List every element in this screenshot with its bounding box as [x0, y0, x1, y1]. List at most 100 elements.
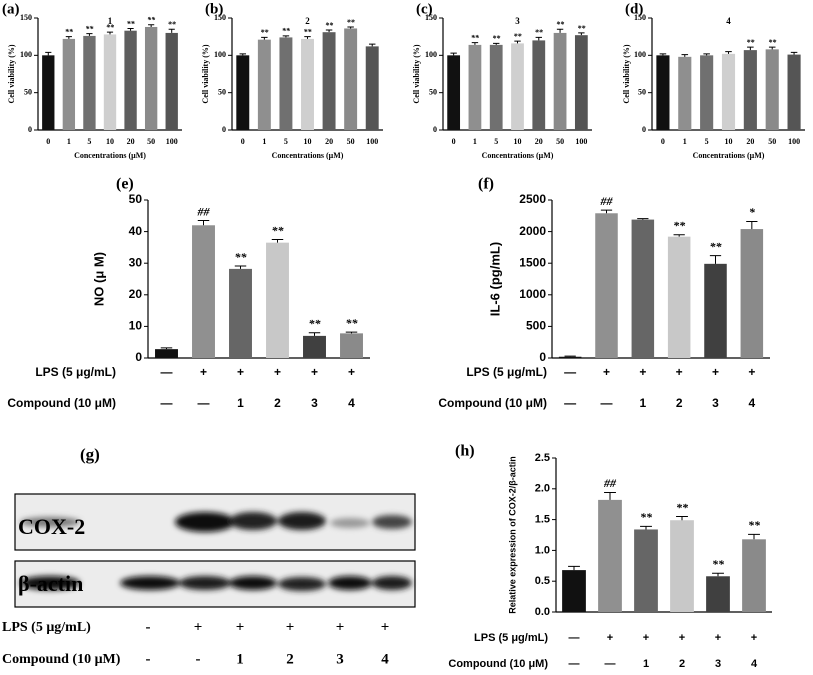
y-tick-label: 1.0: [535, 544, 550, 556]
x-row-value: +: [639, 365, 646, 379]
y-tick-label: 0.5: [535, 575, 550, 587]
annotation: **: [535, 28, 544, 37]
panel-label: (d): [625, 1, 643, 17]
error-bar: [450, 52, 457, 56]
error-bar: [345, 331, 358, 334]
bar: [42, 55, 55, 131]
y-axis-label: IL-6 (pg/mL): [487, 242, 502, 316]
bar: [634, 529, 658, 612]
x-row-value: +: [237, 365, 244, 379]
y-tick-label: 0: [28, 125, 32, 134]
x-tick-label: 100: [788, 137, 800, 146]
x-row-value: +: [274, 365, 281, 379]
error-bar: [703, 53, 710, 56]
x-row-value: —: [569, 632, 580, 644]
panel-label: (e): [116, 176, 134, 193]
y-tick-label: 150: [634, 13, 646, 22]
y-tick-label: 0: [433, 125, 437, 134]
panel-label: (a): [2, 1, 20, 17]
y-tick-label: 150: [214, 13, 226, 22]
x-row-label: Compound (10 μM): [438, 396, 547, 410]
bar: [344, 28, 358, 131]
x-row-value: 1: [237, 396, 244, 410]
bar: [787, 54, 801, 130]
panel-label: (c): [416, 1, 433, 17]
y-tick-label: 2500: [519, 192, 546, 206]
panel-label: (b): [205, 1, 223, 17]
error-bar: [712, 572, 724, 577]
y-tick-label: 500: [526, 319, 546, 333]
y-tick-label: 1000: [519, 287, 546, 301]
annotation: **: [712, 557, 725, 571]
bar: [365, 46, 379, 130]
y-tick-label: 150: [20, 13, 32, 22]
y-tick-label: 50: [24, 87, 32, 96]
y-tick-label: 0.0: [535, 606, 550, 618]
panel-label: (h): [455, 443, 475, 460]
annotation: **: [514, 32, 523, 41]
annotation: **: [85, 25, 94, 34]
annotation: **: [471, 33, 480, 42]
y-tick-label: 1.5: [535, 514, 550, 526]
error-bar: [325, 29, 333, 33]
bar: [447, 55, 461, 131]
bar: [740, 229, 764, 358]
x-row-value: 3: [311, 396, 318, 410]
x-tick-label: 1: [473, 137, 477, 146]
x-tick-label: 50: [768, 137, 776, 146]
actin-bands: [20, 576, 412, 591]
x-tick-label: 20: [746, 137, 754, 146]
error-bar: [368, 43, 376, 47]
x-row-value: —: [161, 365, 173, 379]
y-tick-label: 0: [642, 125, 646, 134]
x-row-value: 2: [274, 396, 281, 410]
x-row-label: LPS (5 μg/mL): [466, 365, 547, 379]
x-tick-label: 10: [725, 137, 733, 146]
chart-panel: (f) 0 500 1000 1500 2000 2500 IL-6 (pg/mL) — — ## +…: [438, 176, 770, 410]
x-tick-label: 0: [46, 137, 50, 146]
x-tick-label: 0: [241, 137, 245, 146]
y-axis-label: Relative expression of COX-2/β-actin: [507, 456, 517, 614]
y-tick-label: 0: [135, 350, 142, 364]
x-row-value: 3: [715, 658, 721, 670]
error-bar: [304, 36, 311, 39]
bar: [532, 40, 546, 130]
x-tick-label: 100: [166, 137, 178, 146]
annotation: **: [577, 24, 586, 33]
y-tick-label: 50: [429, 87, 437, 96]
x-row-value: 4: [381, 651, 389, 667]
bar: [62, 38, 76, 131]
y-tick-label: 100: [20, 50, 32, 59]
annotation: *: [749, 205, 756, 219]
x-row-value: +: [336, 619, 345, 635]
x-row-label: Compound (10 μM): [448, 658, 548, 670]
bar: [704, 263, 727, 358]
error-bar: [197, 220, 210, 226]
x-row-value: 4: [348, 396, 355, 410]
x-tick-label: 10: [106, 137, 114, 146]
annotation: **: [147, 16, 156, 25]
annotation: **: [309, 316, 322, 330]
error-bar: [127, 27, 134, 31]
error-bar: [160, 347, 173, 350]
chart-title: 4: [726, 16, 731, 26]
bar: [236, 55, 250, 131]
x-row-value: —: [198, 396, 210, 410]
x-row-value: -: [146, 619, 151, 635]
bar: [742, 539, 766, 612]
x-row-value: +: [200, 365, 207, 379]
x-row-value: —: [564, 396, 576, 410]
error-bar: [640, 525, 652, 530]
x-row-value: —: [605, 658, 616, 670]
panel-label: (g): [80, 445, 100, 464]
annotation: **: [304, 27, 313, 36]
error-bar: [748, 533, 760, 540]
y-tick-label: 30: [129, 255, 143, 269]
bar: [279, 37, 293, 131]
bar: [489, 44, 503, 130]
x-row-value: +: [712, 365, 719, 379]
y-tick-label: 1500: [519, 255, 546, 269]
bar: [322, 32, 336, 130]
